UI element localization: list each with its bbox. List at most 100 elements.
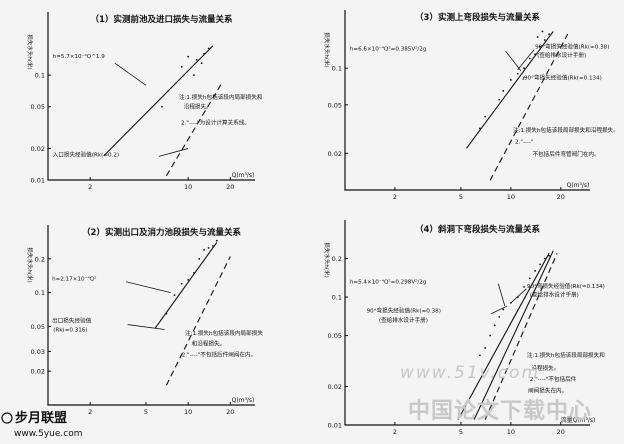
data-point: [539, 45, 541, 48]
logo-url: www.5yue.com: [14, 429, 83, 439]
data-point: [489, 334, 492, 337]
chart-title: （3）实测上弯段损失与流量关系: [415, 12, 540, 23]
data-point: [200, 62, 203, 65]
logo-icon: [1, 412, 13, 424]
y-tick-label: 0.2: [332, 255, 342, 263]
data-point: [173, 294, 176, 297]
design-line-dashed: [165, 256, 231, 386]
x-axis-label: Q(m³/s): [232, 397, 255, 404]
y-axis-label: 损失水头h(米): [323, 32, 331, 67]
logo-text: 步月联盟: [15, 410, 67, 426]
y-axis-label: 损失水头h(米): [26, 34, 34, 69]
chart-title: （4）斜洞下弯段损失与流量关系: [415, 224, 540, 235]
data-point: [498, 98, 501, 101]
data-point: [541, 30, 544, 33]
annotation-text: h=5.4×10⁻⁴Q²=0.298V²/2g: [350, 278, 427, 285]
y-tick-label: 0.2: [35, 255, 45, 263]
annotation-text: (查给排水设计手册): [530, 290, 579, 298]
data-point: [165, 312, 168, 315]
y-tick-label: 0.02: [328, 383, 342, 391]
x-axis-label: 流量Q(m³/s): [561, 416, 596, 424]
x-axis-label: Q(m³/s): [567, 182, 590, 189]
annotation-text: (Rk(=0.316): [53, 328, 87, 334]
x-tick-label: 10: [184, 408, 192, 416]
y-tick-label: 0.02: [328, 150, 342, 158]
data-point: [536, 36, 539, 38]
x-tick-label: 2: [88, 183, 92, 191]
measured-fit-line: [473, 250, 554, 420]
y-tick-label: 0.05: [328, 101, 342, 109]
data-point: [180, 65, 183, 68]
data-point: [215, 239, 218, 242]
x-tick-label: 20: [557, 428, 565, 436]
annotation-text: 注:1.损失h包括该段局部损失和: [527, 351, 605, 359]
data-point: [198, 257, 201, 260]
y-tick-label: 0.1: [35, 72, 45, 80]
leader-line: [127, 324, 165, 330]
x-tick-label: 20: [226, 408, 234, 416]
x-tick-label: 2: [88, 408, 92, 416]
data-point: [523, 286, 525, 288]
y-tick-label: 0.1: [332, 294, 342, 302]
data-point: [203, 249, 206, 251]
annotation-text: 和沿程损失。: [192, 339, 226, 347]
measured-fit-line: [466, 31, 554, 149]
data-point: [502, 308, 505, 311]
annotation-text: 90°弯损失经验值(Rk(=0.134): [524, 73, 602, 81]
data-point: [207, 47, 210, 50]
y-tick-label: 0.1: [35, 289, 45, 297]
x-tick-label: 5: [459, 193, 463, 201]
data-point: [543, 39, 546, 41]
data-point: [161, 105, 163, 108]
watermark-bottom: 中国论文下载中心: [408, 398, 591, 424]
y-tick-label: 0.02: [31, 145, 45, 153]
y-tick-label: 0.1: [332, 65, 342, 73]
data-point: [195, 58, 198, 61]
annotation-text: 注:1.损失h包括该段内局部损失: [185, 329, 263, 337]
axis-frame: [344, 10, 590, 191]
annotation-text: 2."----"不包括后件: [530, 375, 577, 383]
data-point: [493, 324, 496, 327]
annotation-text: 沿程损失。: [184, 103, 212, 111]
y-tick-label: 0.02: [31, 368, 45, 376]
data-point: [193, 74, 195, 77]
x-tick-label: 5: [144, 408, 148, 416]
leader-line: [517, 49, 535, 71]
x-axis-label: Q(m³/s): [232, 172, 255, 179]
data-point: [528, 57, 531, 60]
design-line-dashed: [489, 33, 569, 181]
annotation-text: 沿程损失。: [531, 364, 559, 372]
annotation-text: 不包括后件弯管阀门在内。: [532, 150, 599, 158]
annotation-text: 入口损失经验值(Rk(=0.2): [53, 150, 119, 158]
annotation-text: h=5.7×10⁻⁴Q^1.9: [53, 53, 106, 60]
data-point: [548, 33, 550, 36]
y-tick-label: 0.05: [328, 332, 342, 340]
data-point: [193, 271, 195, 274]
data-point: [211, 245, 214, 247]
annotation-text: 出口损失经验值: [52, 317, 92, 325]
annotation-text: 90°弯损失经验值(Rk(=0.134): [527, 282, 605, 290]
annotation-text: 90°弯损失经验值(Rk(=0.38): [367, 306, 441, 314]
annotation-text: 注:1.损失h包括该段局部损失和沿程损失。: [513, 126, 619, 134]
data-point: [523, 67, 525, 70]
annotation-text: h=6.6×10⁻⁴Q²=0.385V²/2g: [350, 45, 427, 52]
annotation-text: h=2.17×10⁻⁴Q²: [52, 276, 96, 283]
data-point: [543, 257, 546, 260]
data-point: [187, 278, 190, 281]
annotation-text: 2."----": [515, 140, 534, 146]
leader-line: [522, 76, 525, 81]
data-point: [539, 263, 541, 266]
data-point: [207, 247, 210, 249]
axis-frame: [47, 225, 255, 406]
data-point: [203, 52, 206, 55]
data-point: [502, 90, 505, 92]
watermark-top-text: www.51v.com: [400, 363, 540, 383]
data-point: [534, 270, 537, 272]
annotation-text: (查给排水设计手册): [537, 51, 586, 59]
x-tick-label: 10: [507, 428, 515, 436]
leader-line: [125, 281, 171, 294]
